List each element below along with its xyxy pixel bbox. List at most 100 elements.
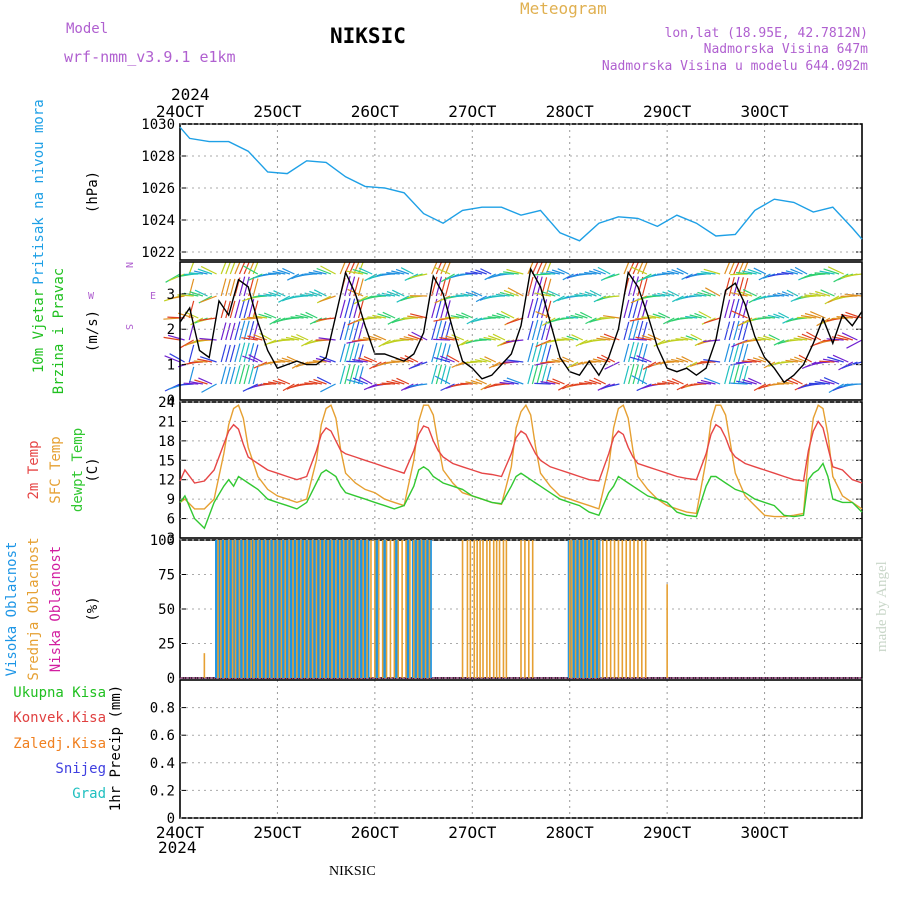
wind-arrow [435,320,443,341]
wind-arrow [433,338,451,341]
mid-cloud-bar [358,540,361,678]
wind-arrow [628,297,635,319]
mid-cloud-bar [420,540,423,678]
mid-cloud-bar [331,540,333,678]
wind-arrow [652,294,666,297]
wind-arrow [507,287,524,297]
wind-arrow [794,266,808,275]
wind-arrow [602,295,620,298]
wind-arrow [646,314,661,319]
wind-arrow [440,321,447,341]
x-tick-label-top: 26OCT [351,102,400,121]
x-tick-label-top: 30OCT [740,102,789,121]
wind-arrow [703,268,721,275]
mid-cloud-bar [231,540,234,678]
wind-arrow [578,382,592,385]
wind-arrow [641,321,648,341]
wind-arrow [164,355,181,363]
wind-arrow [690,333,703,341]
high-cloud-axis-label: Visoka Oblacnost [4,542,20,677]
wind-arrow [296,333,309,341]
wind-arrow [446,354,460,363]
wind-arrow [440,355,455,363]
panel-frame [179,679,863,819]
wind-arrow [623,365,630,385]
wind-arrow [285,317,300,320]
wind-arrow [440,365,447,385]
y-tick-label: 12 [158,473,175,489]
x-tick-label-top: 25OCT [253,102,302,121]
wind-arrow [531,363,539,385]
high-cloud-bar [591,540,595,678]
high-cloud-bar [248,540,252,678]
y-tick-label: 1 [167,358,175,374]
high-cloud-bar [317,540,321,678]
wind-arrow [318,317,336,321]
y-tick-label: 3 [167,531,175,547]
high-cloud-bar [594,540,599,678]
wind-arrow [243,342,250,363]
wind-arrow [575,339,588,347]
x-tick-label-top: 28OCT [546,102,595,121]
wind-arrow [277,269,291,275]
y-tick-label: 18 [158,434,175,450]
wind-arrow [220,366,227,385]
coords-label: lon,lat (18.95E, 42.7812N) [665,26,869,41]
mid-cloud-bar [424,540,427,678]
wind-arrow [694,312,707,319]
wind-arrow [344,342,351,363]
wind-arrow [506,268,524,275]
wind-arrow [344,298,351,319]
wind-arrow [346,270,364,275]
mid-cloud-bar [300,540,302,678]
wind-arrow [339,299,346,319]
wind-arrow [768,334,780,341]
wind-arrow [282,383,295,392]
wind-arrow [593,268,606,275]
high-cloud-bar [394,540,398,678]
wind-arrow [527,364,534,385]
wind-arrow [737,365,744,385]
wind-arrow [632,364,639,385]
wind-arrow [630,266,648,275]
wind-arrow [628,319,635,341]
wind-arrow [657,292,670,297]
wind-arrow [753,383,767,392]
wind-arrow [584,271,597,275]
wind-arrow [741,360,757,363]
wind-arrow [562,356,574,363]
y-tick-label: 0 [167,811,175,827]
wind-arrow [772,294,785,297]
wind-arrow [410,361,428,369]
wind-arrow [200,265,217,275]
wind-arrow [496,312,510,319]
high-cloud-bar [262,540,267,678]
wind-arrow [320,265,336,275]
wind-arrow [392,289,405,297]
wind-arrow [724,343,731,363]
mid-cloud-bar [224,540,226,678]
wind-arrow [238,364,246,385]
y-tick-label: 1028 [141,149,175,165]
mid-cloud-bar [253,540,255,678]
wind-arrow [475,269,487,275]
wind-arrow [541,343,548,363]
wind-arrow [604,361,620,370]
wind-arrow [730,382,748,385]
wind-arrow [628,363,635,385]
wind-arrow [495,293,510,297]
wind-arrow [234,343,241,363]
wind-arrow [742,365,749,385]
wind-arrow [657,382,670,385]
wind-arrow [169,353,185,363]
x-tick-label-bottom: 27OCT [448,823,497,842]
mid-cloud-bar [374,540,376,678]
wind-arrow [339,343,346,363]
y-tick-label: 15 [158,453,175,469]
wind-arrow [629,338,647,341]
high-cloud-bar [236,540,240,678]
wind-arrow [547,289,561,297]
wind-arrow [536,342,543,363]
wind-arrow [225,300,231,319]
wind-arrow [703,317,721,324]
